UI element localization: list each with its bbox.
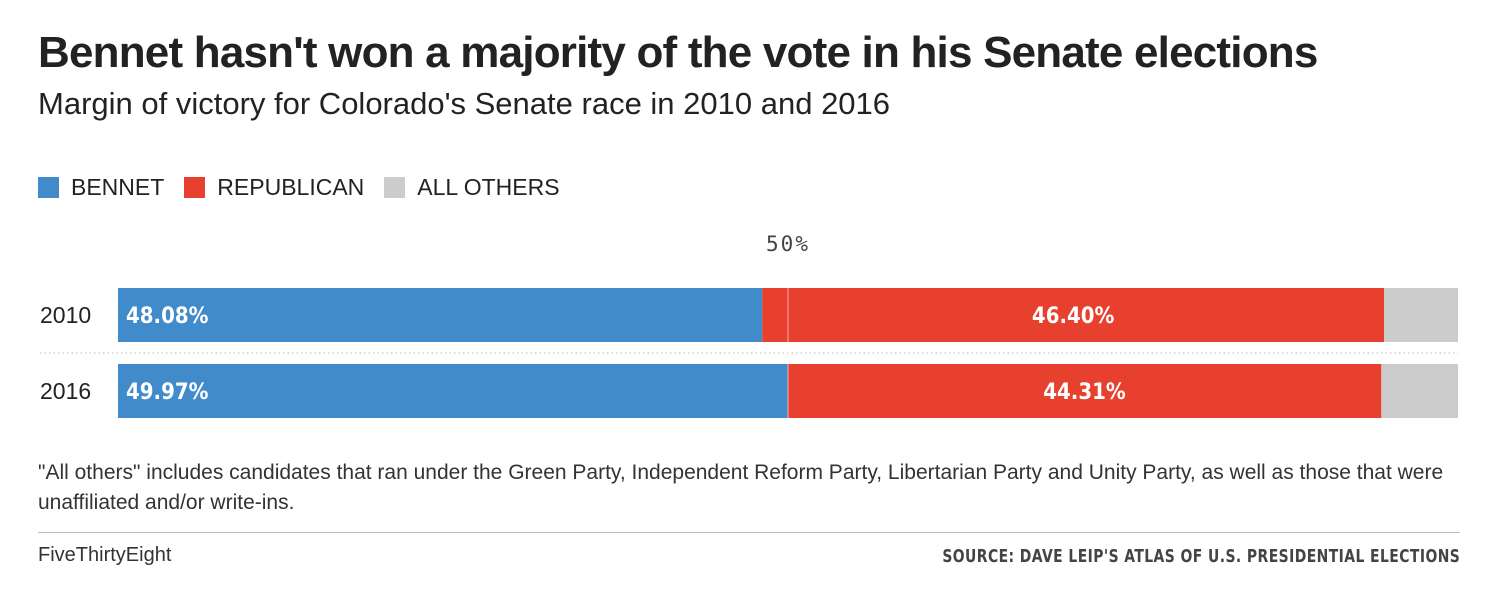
category-label-2016: 2016	[40, 378, 91, 404]
legend-item-republican: REPUBLICAN	[184, 174, 364, 201]
legend-item-all-others: ALL OTHERS	[384, 174, 560, 201]
bar-bennet-2016	[118, 364, 788, 418]
legend: BENNET REPUBLICAN ALL OTHERS	[38, 174, 580, 201]
legend-item-bennet: BENNET	[38, 174, 164, 201]
reference-label-50: 50%	[766, 232, 810, 256]
legend-swatch-all-others	[384, 177, 406, 198]
legend-label-republican: REPUBLICAN	[217, 174, 365, 200]
bar-all-others-2016	[1381, 364, 1458, 418]
chart-title: Bennet hasn't won a majority of the vote…	[38, 28, 1318, 77]
data-label-republican-2010: 46.40%	[1032, 304, 1115, 329]
bar-republican-2016	[787, 364, 1382, 418]
category-label-2010: 2010	[40, 302, 91, 328]
chart-note: "All others" includes candidates that ra…	[38, 461, 1444, 514]
legend-label-all-others: ALL OTHERS	[417, 174, 560, 200]
credit-label: FiveThirtyEight	[38, 544, 172, 566]
data-label-bennet-2010: 48.08%	[126, 304, 209, 329]
stacked-bar-chart: 2010 48.08% 46.40% 2016 49.97% 44.31% 50%	[40, 232, 1458, 418]
data-label-bennet-2016: 49.97%	[126, 380, 209, 405]
bar-all-others-2010	[1384, 288, 1458, 342]
bar-bennet-2010	[118, 288, 763, 342]
legend-swatch-republican	[184, 177, 206, 198]
chart-subtitle: Margin of victory for Colorado's Senate …	[38, 86, 891, 121]
bar-republican-2010	[762, 288, 1385, 342]
source-label: SOURCE: DAVE LEIP'S ATLAS OF U.S. PRESID…	[942, 546, 1460, 567]
legend-label-bennet: BENNET	[71, 174, 165, 200]
footer-divider	[38, 532, 1460, 533]
legend-swatch-bennet	[38, 177, 59, 198]
data-label-republican-2016: 44.31%	[1043, 380, 1126, 405]
